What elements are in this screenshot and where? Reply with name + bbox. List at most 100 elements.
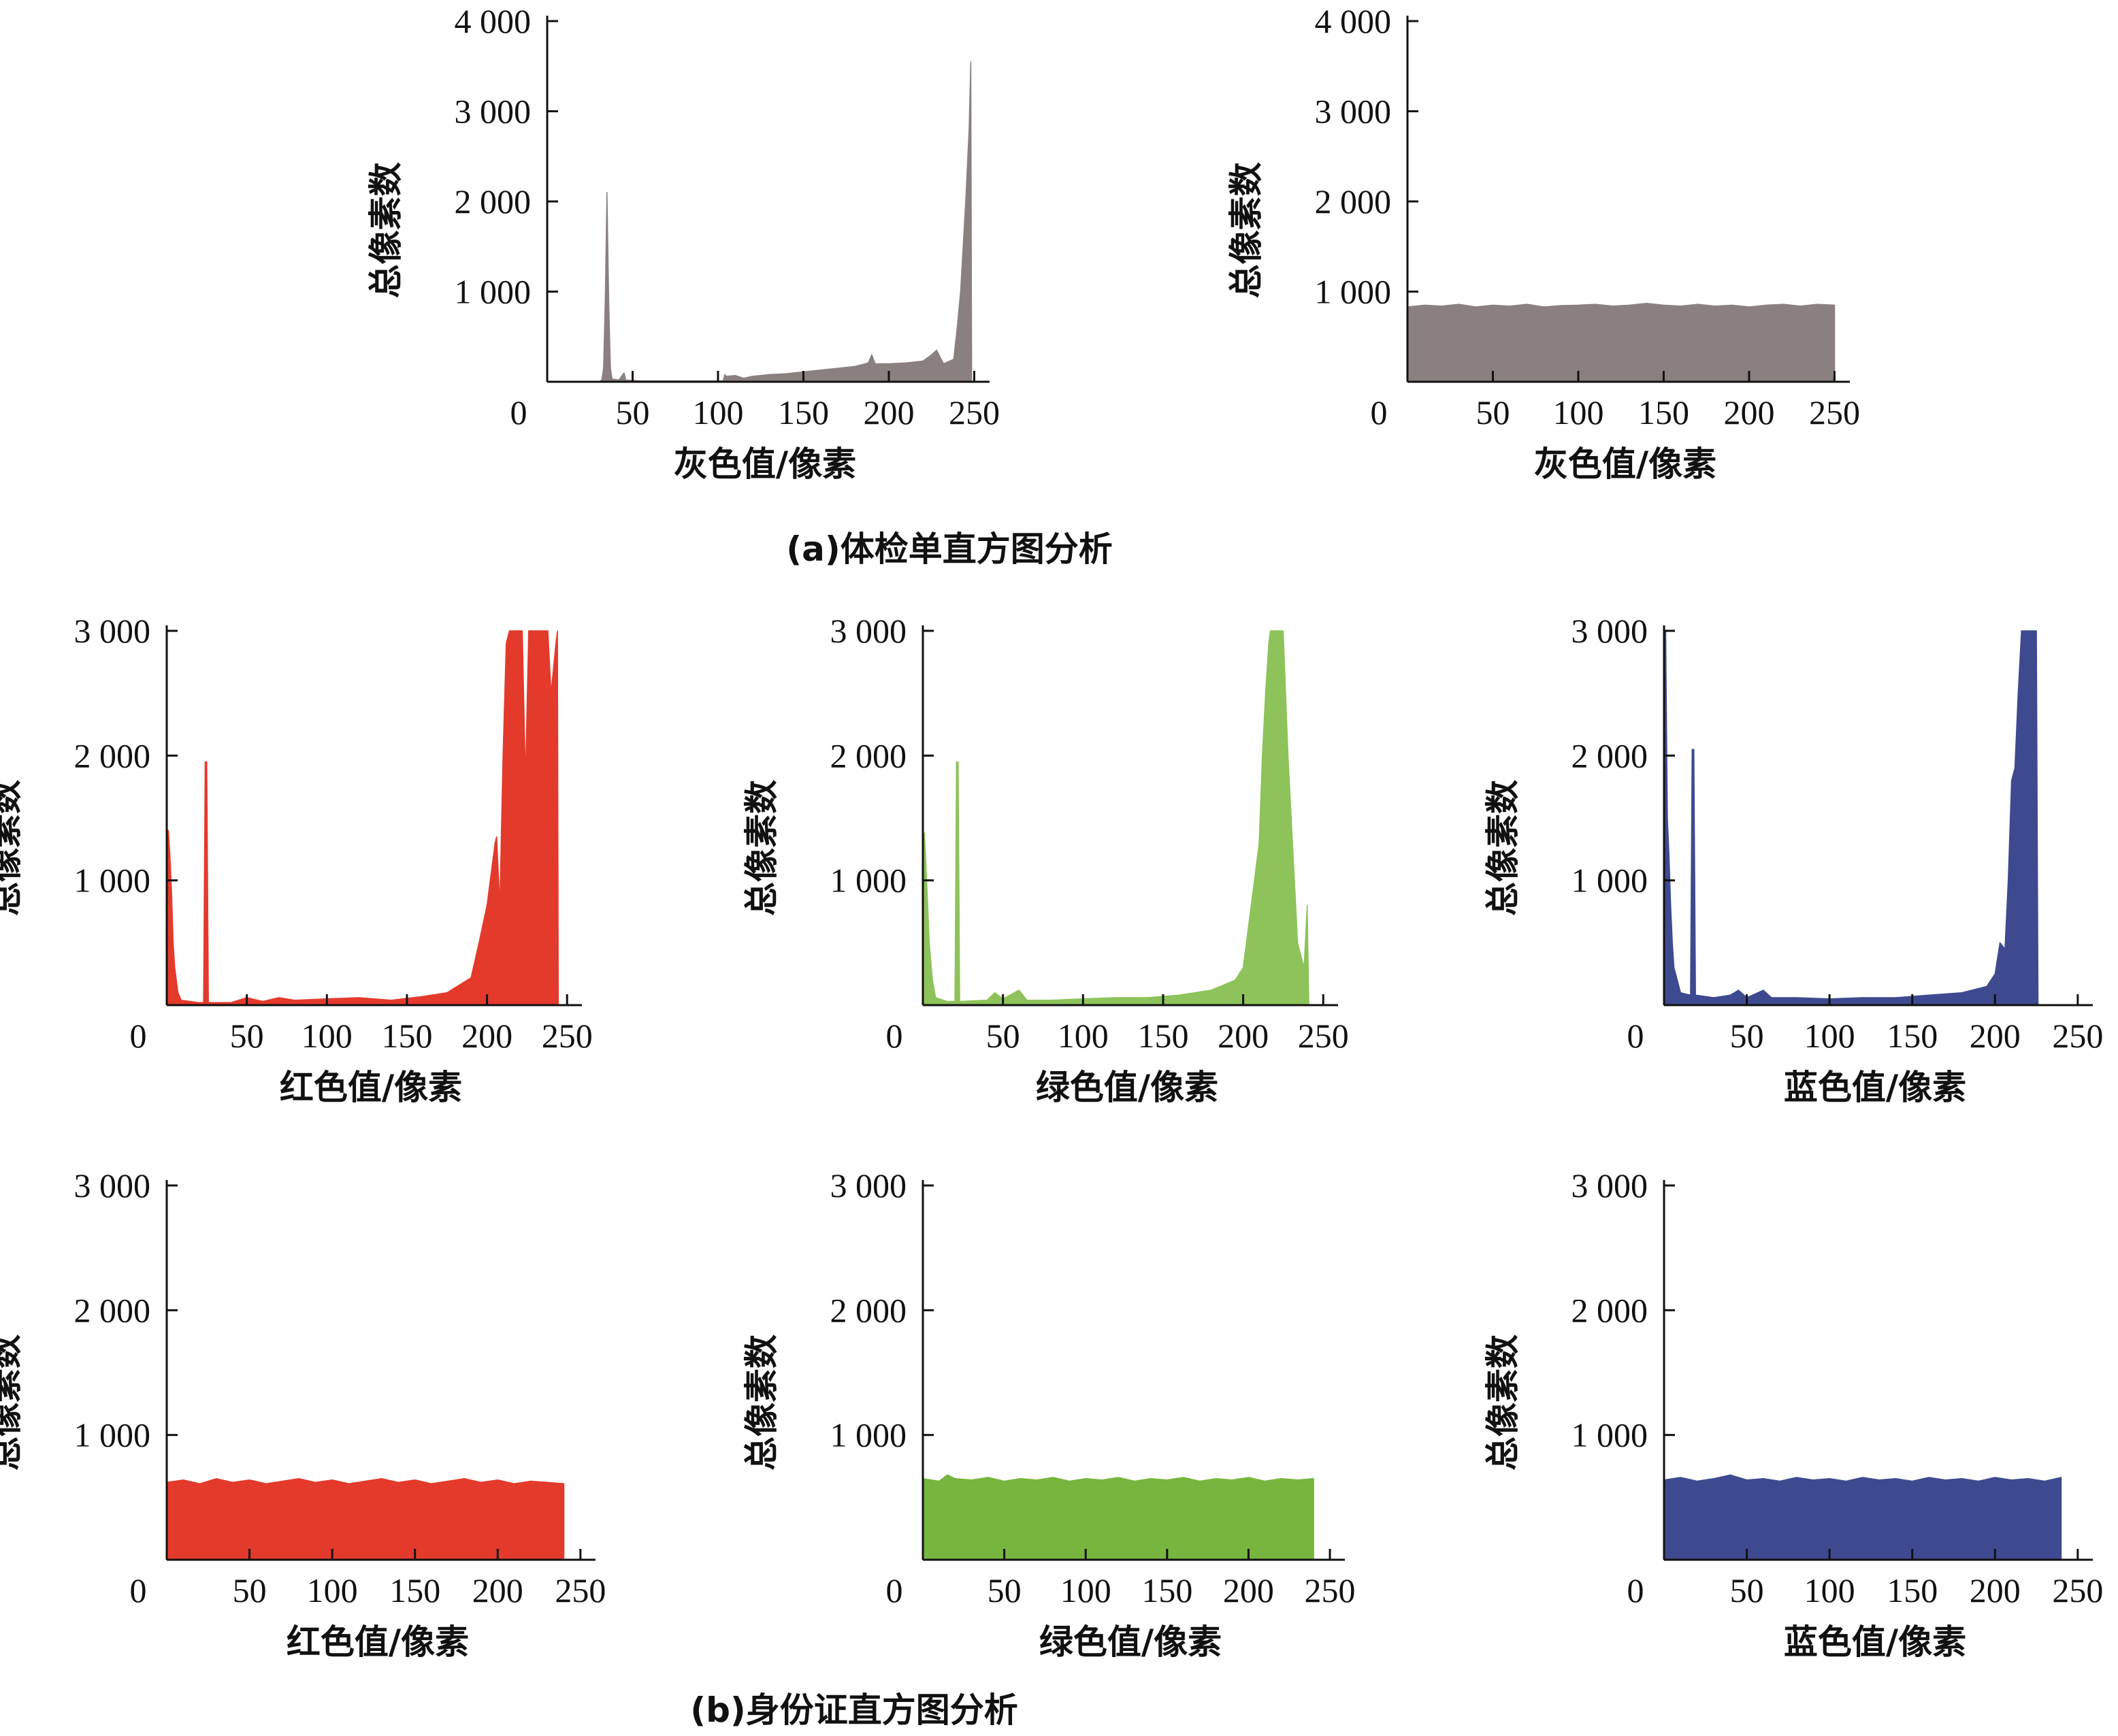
x-tick-label: 50 [1476, 393, 1510, 431]
x-tick-label: 100 [1552, 393, 1603, 431]
y-axis-label: 总像素数 [1483, 780, 1522, 916]
x-tick-label: 50 [233, 1571, 267, 1609]
y-axis-label: 总像素数 [1226, 162, 1266, 298]
y-tick-label: 3 000 [830, 1166, 907, 1205]
x-tick-label: 100 [307, 1571, 358, 1609]
x-tick-label: 150 [381, 1017, 432, 1055]
x-tick-label: 0 [886, 1571, 903, 1609]
x-axis-label: 红色值/像素 [287, 1622, 469, 1662]
x-tick-label: 50 [988, 1571, 1022, 1609]
x-tick-label: 250 [2052, 1571, 2103, 1609]
x-tick-label: 0 [130, 1571, 147, 1609]
x-tick-label: 50 [986, 1017, 1020, 1055]
x-tick-label: 250 [2052, 1017, 2103, 1055]
y-tick-label: 2 000 [1571, 736, 1648, 774]
x-axis-label: 绿色值/像素 [1039, 1622, 1222, 1662]
series-area-0 [1663, 1474, 2062, 1560]
y-tick-label: 2 000 [830, 1291, 907, 1329]
x-axis-label: 蓝色值/像素 [1784, 1622, 1966, 1662]
x-axis-label: 灰色值/像素 [674, 444, 856, 484]
x-tick-label: 200 [1970, 1571, 2021, 1609]
y-tick-label: 1 000 [1571, 862, 1648, 900]
x-tick-label: 200 [472, 1571, 523, 1609]
x-tick-label: 150 [778, 393, 829, 431]
y-axis-label: 总像素数 [742, 780, 781, 916]
series-area-0 [166, 1478, 565, 1560]
y-tick-label: 3 000 [74, 1166, 151, 1205]
chart-b-red-flat: 0 50 100 150 200 250 1 000 2 000 3 000 红色值/像素 总像素数 [0, 1166, 606, 1662]
x-tick-label: 200 [1970, 1017, 2021, 1055]
x-tick-label: 100 [1804, 1017, 1855, 1055]
x-tick-label: 250 [1298, 1017, 1349, 1055]
y-tick-label: 3 000 [455, 93, 532, 131]
x-tick-label: 200 [1723, 393, 1774, 431]
series-area-0 [166, 630, 559, 1006]
series-area-0 [1407, 302, 1836, 382]
x-tick-label: 150 [1638, 393, 1689, 431]
x-tick-label: 100 [692, 393, 743, 431]
y-tick-label: 1 000 [1571, 1416, 1648, 1454]
chart-b-blue-hist: 0 50 100 150 200 250 1 000 2 000 3 000 蓝色值/像素 总像素数 [1483, 612, 2103, 1107]
x-tick-label: 0 [130, 1017, 147, 1055]
chart-b-blue-flat: 0 50 100 150 200 250 1 000 2 000 3 000 蓝色值/像素 总像素数 [1483, 1166, 2103, 1662]
y-tick-label: 2 000 [74, 736, 151, 774]
series-area-0 [922, 630, 1309, 1006]
series-area-0 [922, 1474, 1314, 1560]
x-tick-label: 50 [1730, 1571, 1764, 1609]
x-tick-label: 150 [1887, 1571, 1938, 1609]
caption-a: (a)体检单直方图分析 [786, 529, 1112, 569]
chart-a-right: 0 50 100 150 200 250 1 000 2 000 3 000 4 000 灰色值/像… [1226, 2, 1860, 484]
x-tick-label: 200 [863, 393, 914, 431]
series-area-0 [547, 61, 973, 382]
x-tick-label: 0 [1371, 393, 1388, 431]
x-tick-label: 100 [1058, 1017, 1109, 1055]
chart-a-left: 0 50 100 150 200 250 1 000 2 000 3 000 4 000 灰色值/像… [366, 2, 1000, 484]
x-tick-label: 250 [949, 393, 1000, 431]
x-tick-label: 150 [389, 1571, 440, 1609]
x-tick-label: 200 [1218, 1017, 1269, 1055]
y-tick-label: 2 000 [455, 182, 532, 220]
x-tick-label: 250 [1305, 1571, 1356, 1609]
y-tick-label: 1 000 [74, 862, 151, 900]
x-tick-label: 0 [1627, 1017, 1644, 1055]
y-tick-label: 3 000 [74, 612, 151, 650]
x-tick-label: 200 [1223, 1571, 1274, 1609]
x-tick-label: 100 [1060, 1571, 1111, 1609]
y-tick-label: 2 000 [74, 1291, 151, 1329]
y-axis-label: 总像素数 [0, 780, 25, 916]
x-tick-label: 100 [302, 1017, 353, 1055]
x-tick-label: 50 [1730, 1017, 1764, 1055]
y-tick-label: 1 000 [830, 862, 907, 900]
x-tick-label: 150 [1887, 1017, 1938, 1055]
y-tick-label: 2 000 [1571, 1291, 1648, 1329]
y-tick-label: 3 000 [1571, 612, 1648, 650]
y-tick-label: 3 000 [1571, 1166, 1648, 1205]
x-tick-label: 100 [1804, 1571, 1855, 1609]
x-tick-label: 200 [461, 1017, 512, 1055]
chart-b-green-flat: 0 50 100 150 200 250 1 000 2 000 3 000 绿色值/像素 总像素数 [742, 1166, 1356, 1662]
x-tick-label: 250 [555, 1571, 606, 1609]
y-tick-label: 4 000 [455, 2, 532, 40]
x-axis-label: 灰色值/像素 [1534, 444, 1716, 484]
x-tick-label: 250 [542, 1017, 593, 1055]
y-tick-label: 4 000 [1315, 2, 1392, 40]
x-tick-label: 0 [510, 393, 527, 431]
y-tick-label: 2 000 [830, 736, 907, 774]
y-tick-label: 3 000 [830, 612, 907, 650]
x-axis-label: 红色值/像素 [280, 1068, 462, 1107]
x-tick-label: 0 [1627, 1571, 1644, 1609]
y-tick-label: 2 000 [1315, 182, 1392, 220]
chart-b-red-hist: 0 50 100 150 200 250 1 000 2 000 3 000 红色值/像素 总像素数 [0, 612, 593, 1107]
y-tick-label: 1 000 [1315, 273, 1392, 311]
x-tick-label: 0 [886, 1017, 903, 1055]
x-tick-label: 50 [230, 1017, 264, 1055]
x-tick-label: 150 [1137, 1017, 1188, 1055]
caption-b: (b)身份证直方图分析 [690, 1690, 1018, 1730]
y-axis-label: 总像素数 [0, 1334, 25, 1471]
y-tick-label: 1 000 [830, 1416, 907, 1454]
series-area-0 [1663, 630, 2039, 1006]
y-tick-label: 1 000 [455, 273, 532, 311]
y-tick-label: 3 000 [1315, 93, 1392, 131]
y-axis-label: 总像素数 [366, 162, 406, 298]
